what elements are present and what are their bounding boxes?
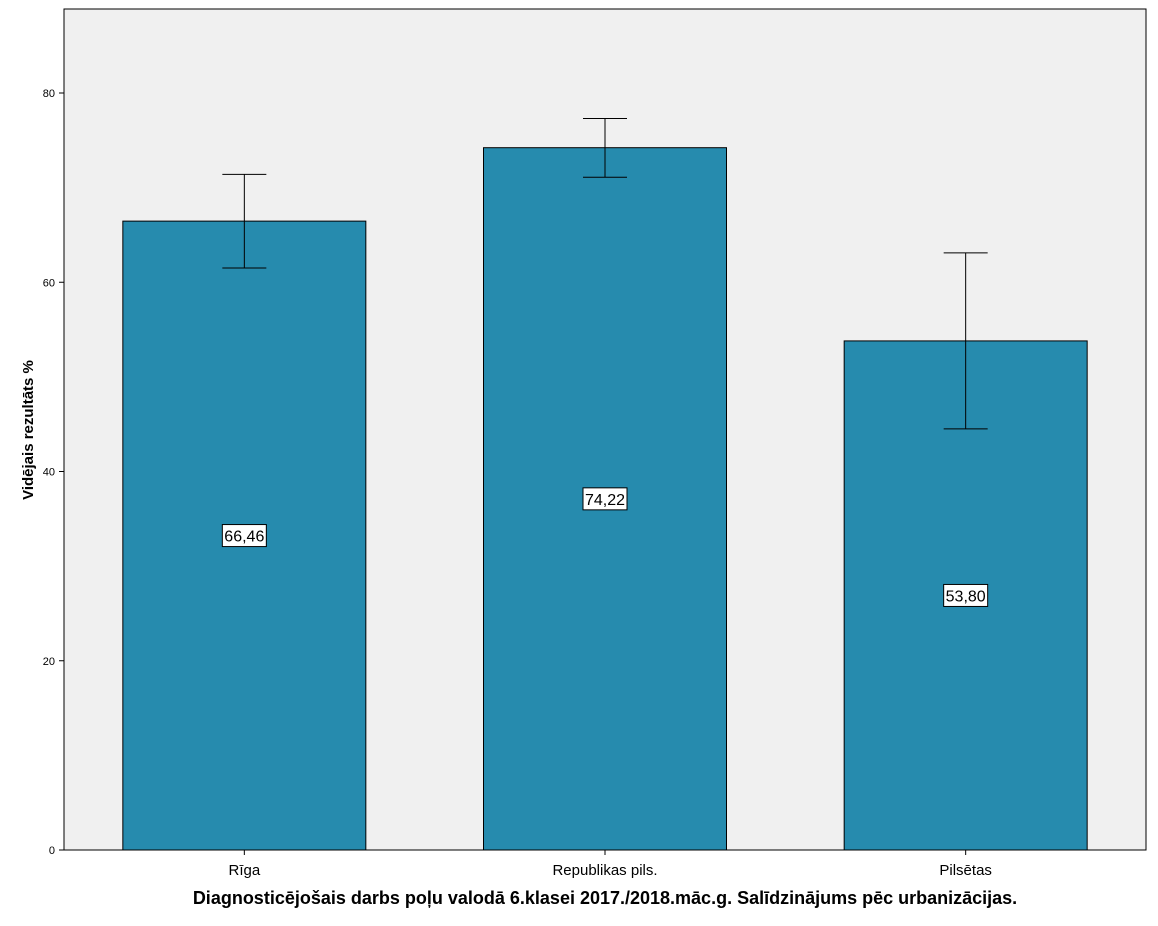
data-labels-group: 66,46 74,22 53,80 bbox=[221, 487, 989, 607]
x-category-label: Rīga bbox=[228, 862, 260, 879]
y-axis-ticks: 0 20 40 60 80 bbox=[43, 88, 64, 857]
x-axis-categories: Rīga Republikas pils. Pilsētas bbox=[228, 850, 992, 879]
error-bars-group bbox=[222, 118, 988, 430]
data-label-box bbox=[943, 583, 989, 607]
y-tick-label: 20 bbox=[43, 656, 55, 668]
y-tick-label: 60 bbox=[43, 277, 55, 289]
y-tick-label: 0 bbox=[49, 845, 55, 857]
x-category-label: Pilsētas bbox=[939, 862, 992, 879]
y-axis-title: Vidējais rezultāts % bbox=[20, 360, 37, 500]
data-label: 53,80 bbox=[946, 588, 986, 605]
bars-group bbox=[122, 147, 1088, 851]
x-axis-title: Diagnosticējošais darbs poļu valodā 6.kl… bbox=[193, 888, 1017, 908]
data-label-box bbox=[221, 524, 267, 548]
y-tick-label: 40 bbox=[43, 467, 55, 479]
data-label: 66,46 bbox=[224, 529, 264, 546]
y-tick-label: 80 bbox=[43, 88, 55, 100]
data-label: 74,22 bbox=[585, 492, 625, 509]
x-category-label: Republikas pils. bbox=[552, 862, 657, 879]
data-label-box bbox=[582, 487, 628, 511]
